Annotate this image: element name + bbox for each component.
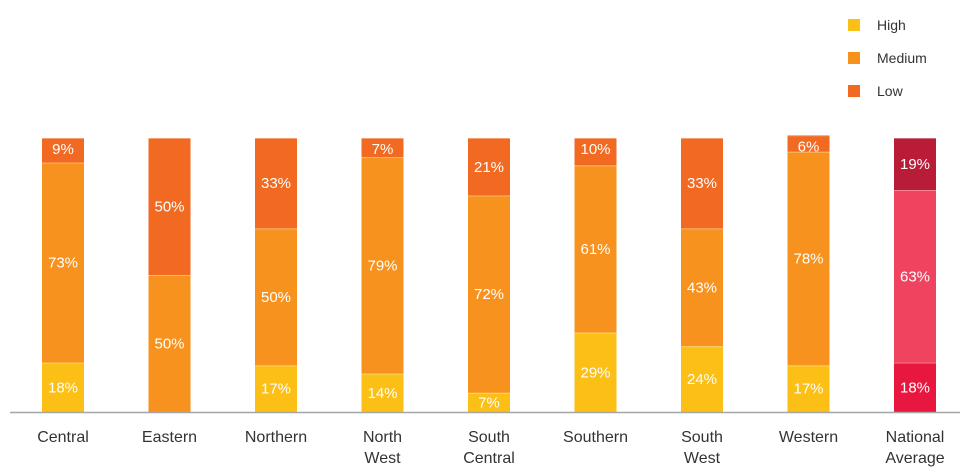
data-label-southern-medium: 61%: [580, 241, 610, 258]
bar-northern-low: [255, 138, 297, 229]
bar-eastern-low: [148, 138, 191, 275]
bar-western-medium: [787, 151, 830, 366]
bar-north-west-high: [361, 373, 404, 412]
bar-south-central-low: [468, 138, 510, 196]
data-label-south-central-medium: 72%: [474, 286, 504, 303]
data-label-north-west-medium: 79%: [367, 257, 397, 274]
data-label-national-average-medium: 63%: [900, 268, 930, 285]
bar-national-average-low: [894, 138, 936, 191]
data-label-central-low: 9%: [52, 141, 74, 158]
legend-label-high: High: [877, 17, 906, 33]
legend-swatch-medium: [848, 52, 860, 64]
bar-national-average-high: [894, 362, 936, 412]
data-label-north-west-low: 7%: [372, 141, 394, 158]
data-label-western-low: 6%: [798, 138, 820, 155]
bar-south-west-low: [681, 138, 723, 229]
legend-swatch-high: [848, 19, 860, 31]
bar-south-west-medium: [681, 228, 723, 347]
data-label-south-west-low: 33%: [687, 175, 717, 192]
bar-central-high: [42, 362, 84, 412]
data-label-national-average-high: 18%: [900, 379, 930, 396]
legend-label-low: Low: [877, 83, 904, 99]
data-label-northern-high: 17%: [261, 381, 291, 398]
category-label-central: Central: [37, 429, 89, 446]
category-label-eastern: Eastern: [142, 429, 197, 446]
bar-southern-low: [574, 138, 617, 166]
data-label-northern-low: 33%: [261, 175, 291, 192]
bar-southern-high: [574, 332, 617, 412]
bar-eastern-medium: [148, 275, 191, 412]
data-label-central-high: 18%: [48, 379, 78, 396]
bar-national-average-medium: [894, 190, 936, 363]
category-label-north-west: North West: [363, 429, 402, 467]
category-label-south-central: South Central: [463, 429, 515, 467]
data-label-western-high: 17%: [793, 381, 823, 398]
category-label-national-average: National Average: [885, 429, 944, 467]
bar-south-central-medium: [468, 195, 510, 393]
data-label-northern-medium: 50%: [261, 289, 291, 306]
bars: 18% 73% 9% 50% 50% 17% 50% 33% 14% 79% 7% 7% 72% 21% 2…: [42, 135, 936, 412]
category-label-northern: Northern: [245, 429, 307, 446]
bar-south-central-high: [468, 392, 510, 412]
data-label-southern-low: 10%: [580, 141, 610, 158]
legend: High Medium Low: [848, 17, 927, 99]
bar-central-medium: [42, 162, 84, 363]
data-label-southern-high: 29%: [580, 364, 610, 381]
legend-label-medium: Medium: [877, 50, 927, 66]
bar-western-low: [787, 135, 830, 152]
legend-swatch-low: [848, 85, 860, 97]
bar-central-low: [42, 138, 84, 163]
data-label-south-central-high: 7%: [478, 394, 500, 411]
bar-western-high: [787, 365, 830, 412]
category-label-western: Western: [779, 429, 838, 446]
bar-south-west-high: [681, 346, 723, 412]
data-label-south-west-medium: 43%: [687, 279, 717, 296]
bar-northern-medium: [255, 228, 297, 366]
bar-north-west-low: [361, 138, 404, 158]
bar-northern-high: [255, 365, 297, 412]
category-label-south-west: South West: [681, 429, 723, 467]
data-label-eastern-medium: 50%: [154, 336, 184, 353]
data-label-south-west-high: 24%: [687, 371, 717, 388]
bar-north-west-medium: [361, 157, 404, 374]
data-label-western-medium: 78%: [793, 251, 823, 268]
category-label-southern: Southern: [563, 429, 628, 446]
category-labels: Central Eastern Northern North West South Cent…: [37, 429, 945, 467]
data-label-central-medium: 73%: [48, 255, 78, 272]
data-label-south-central-low: 21%: [474, 159, 504, 176]
bar-southern-medium: [574, 165, 617, 333]
data-label-eastern-low: 50%: [154, 199, 184, 216]
data-label-national-average-low: 19%: [900, 156, 930, 173]
data-label-north-west-high: 14%: [367, 385, 397, 402]
